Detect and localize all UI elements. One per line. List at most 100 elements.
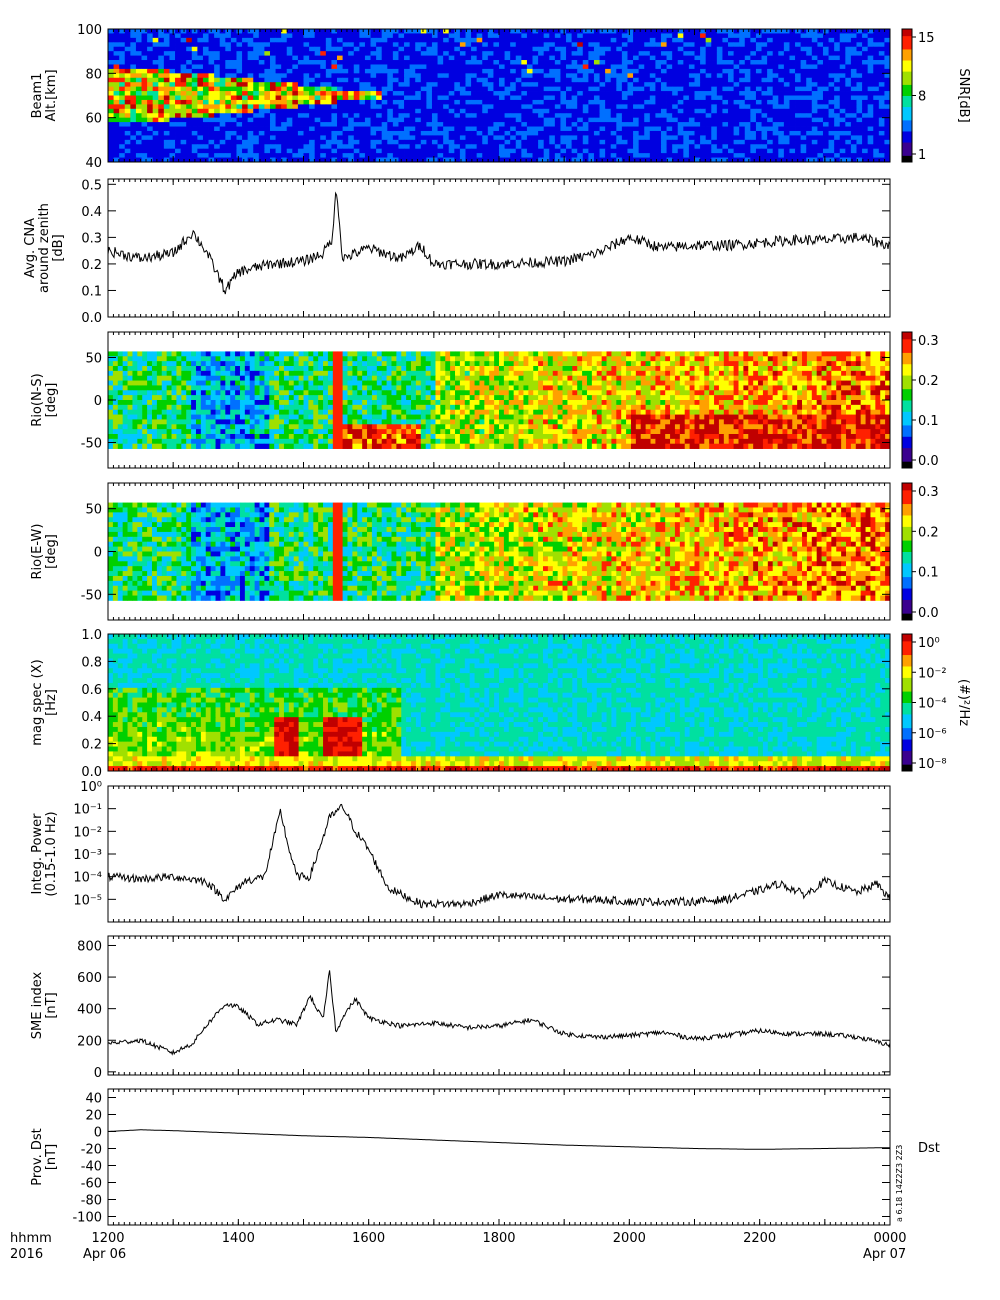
beam1-cell bbox=[840, 127, 846, 132]
beam1-cell bbox=[605, 64, 611, 69]
beam1-cell bbox=[812, 69, 818, 74]
beam1-cell bbox=[801, 82, 807, 87]
beam1-cell bbox=[460, 82, 466, 87]
beam1-cell bbox=[856, 104, 862, 109]
beam1-cell bbox=[762, 122, 768, 127]
beam1-cell bbox=[778, 127, 784, 132]
beam1-cell bbox=[717, 78, 723, 83]
beam1-cell bbox=[326, 131, 332, 136]
beam1-cell bbox=[829, 149, 835, 154]
beam1-cell bbox=[471, 153, 477, 158]
beam1-cell bbox=[734, 127, 740, 132]
beam1-cell bbox=[572, 69, 578, 74]
beam1-cell bbox=[700, 135, 706, 140]
beam1-cell bbox=[337, 51, 343, 56]
beam1-cell bbox=[695, 149, 701, 154]
beam1-cell bbox=[465, 144, 471, 149]
beam1-cell bbox=[851, 118, 857, 123]
beam1-cell bbox=[661, 96, 667, 101]
beam1-cell bbox=[354, 29, 360, 34]
beam1-cell bbox=[695, 135, 701, 140]
beam1-cell bbox=[728, 64, 734, 69]
beam1-cell bbox=[667, 56, 673, 61]
beam1-cell bbox=[465, 127, 471, 132]
beam1-colorbar-title: SNR[dB] bbox=[956, 68, 971, 122]
beam1-cell bbox=[678, 135, 684, 140]
beam1-cell bbox=[717, 140, 723, 145]
beam1-cell bbox=[555, 87, 561, 92]
beam1-cell bbox=[119, 38, 125, 43]
beam1-cell bbox=[359, 87, 365, 92]
beam1-cell bbox=[862, 144, 868, 149]
beam1-cell bbox=[683, 82, 689, 87]
beam1-cell bbox=[762, 69, 768, 74]
beam1-cell bbox=[343, 131, 349, 136]
beam1-cell bbox=[594, 153, 600, 158]
beam1-cell bbox=[538, 87, 544, 92]
beam1-cell bbox=[549, 109, 555, 114]
beam1-cell bbox=[734, 140, 740, 145]
beam1-cell bbox=[834, 140, 840, 145]
beam1-cell bbox=[488, 96, 494, 101]
beam1-cell bbox=[711, 96, 717, 101]
beam1-cell bbox=[209, 64, 215, 69]
beam1-cell bbox=[856, 91, 862, 96]
beam1-cell bbox=[611, 96, 617, 101]
beam1-cell bbox=[745, 131, 751, 136]
beam1-cell bbox=[527, 82, 533, 87]
beam1-cell bbox=[544, 104, 550, 109]
beam1-cell bbox=[817, 100, 823, 105]
beam1-cell bbox=[683, 144, 689, 149]
beam1-cell bbox=[320, 42, 326, 47]
cna-ylabel-2: [dB] bbox=[51, 234, 66, 261]
beam1-cell bbox=[376, 96, 382, 101]
beam1-cell bbox=[337, 113, 343, 118]
beam1-cell bbox=[533, 78, 539, 83]
beam1-cell bbox=[862, 33, 868, 38]
beam1-cell bbox=[153, 100, 159, 105]
beam1-cell bbox=[197, 100, 203, 105]
beam1-cell bbox=[583, 91, 589, 96]
beam1-cell bbox=[600, 78, 606, 83]
beam1-cell bbox=[678, 51, 684, 56]
beam1-cell bbox=[181, 69, 187, 74]
beam1-cell bbox=[739, 153, 745, 158]
beam1-cell bbox=[728, 127, 734, 132]
beam1-cell bbox=[398, 140, 404, 145]
beam1-cell bbox=[125, 42, 131, 47]
beam1-cell bbox=[432, 135, 438, 140]
beam1-cell bbox=[108, 78, 114, 83]
beam1-cell bbox=[203, 140, 209, 145]
beam1-cell bbox=[304, 51, 310, 56]
beam1-cell bbox=[169, 96, 175, 101]
beam1-cell bbox=[410, 153, 416, 158]
beam1-cell bbox=[281, 131, 287, 136]
beam1-cell bbox=[611, 73, 617, 78]
beam1-cell bbox=[158, 127, 164, 132]
beam1-cell bbox=[845, 69, 851, 74]
beam1-cell bbox=[583, 64, 589, 69]
beam1-cell bbox=[421, 118, 427, 123]
beam1-cell bbox=[421, 153, 427, 158]
beam1-cell bbox=[661, 122, 667, 127]
beam1-cell bbox=[728, 33, 734, 38]
beam1-cell bbox=[471, 113, 477, 118]
beam1-ylabel-1: Alt.[km] bbox=[44, 69, 59, 121]
beam1-cell bbox=[270, 131, 276, 136]
beam1-cell bbox=[231, 69, 237, 74]
beam1-cell bbox=[438, 140, 444, 145]
beam1-cell bbox=[315, 69, 321, 74]
beam1-cell bbox=[410, 100, 416, 105]
beam1-cell bbox=[801, 131, 807, 136]
beam1-cell bbox=[153, 60, 159, 65]
beam1-cell bbox=[197, 113, 203, 118]
beam1-cell bbox=[142, 29, 148, 34]
beam1-cell bbox=[789, 135, 795, 140]
beam1-cell bbox=[806, 73, 812, 78]
beam1-cell bbox=[706, 122, 712, 127]
beam1-cell bbox=[868, 100, 874, 105]
beam1-cell bbox=[304, 78, 310, 83]
beam1-cell bbox=[192, 140, 198, 145]
beam1-cell bbox=[544, 113, 550, 118]
beam1-cell bbox=[114, 122, 120, 127]
